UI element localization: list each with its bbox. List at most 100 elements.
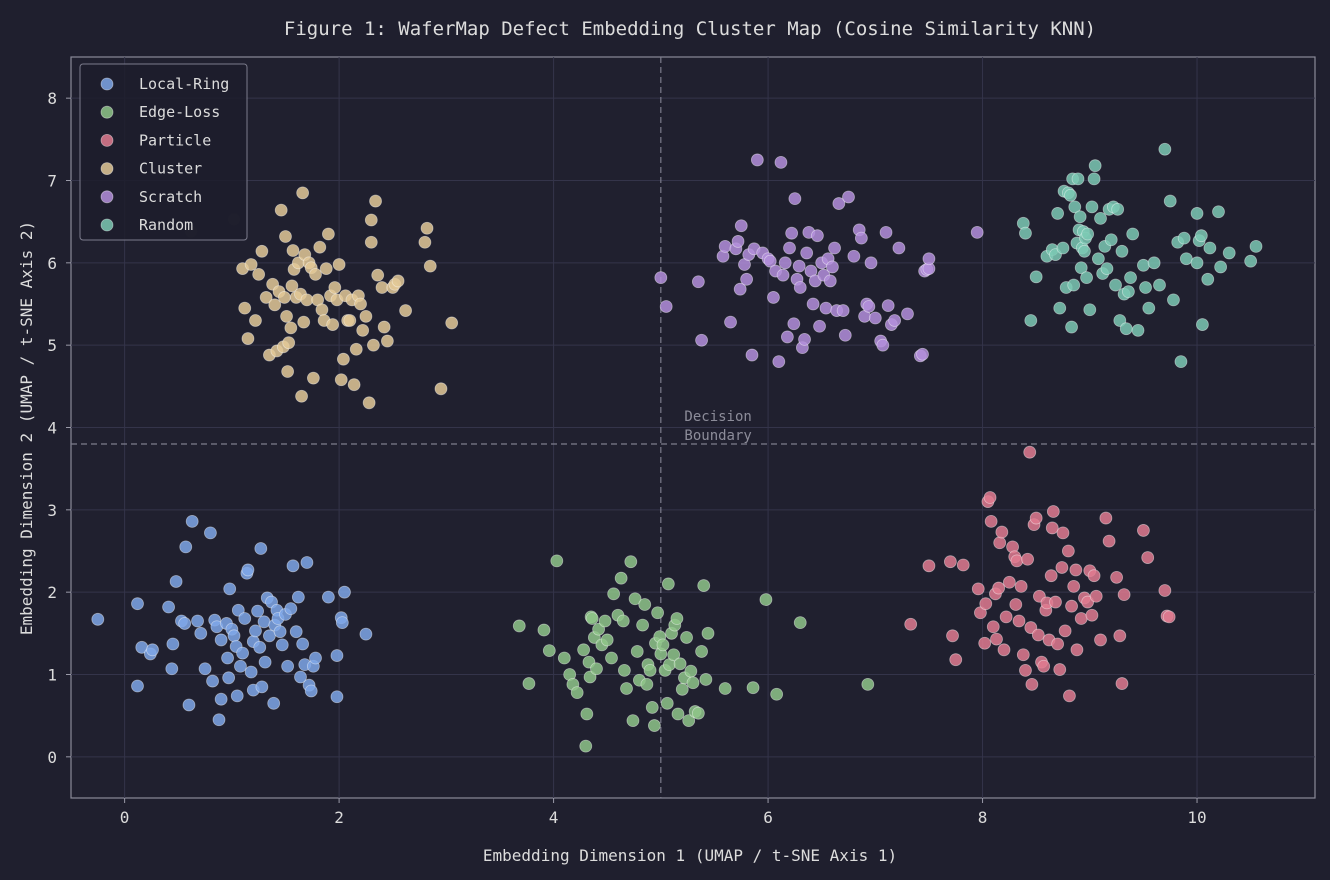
data-point <box>206 674 219 688</box>
data-point <box>300 556 314 569</box>
data-point <box>255 244 269 258</box>
data-point <box>198 662 212 676</box>
data-point <box>992 581 1006 595</box>
data-point <box>169 575 183 588</box>
data-point <box>1012 614 1026 628</box>
data-point <box>1073 210 1087 224</box>
data-point <box>617 663 631 677</box>
data-point <box>600 633 614 647</box>
data-point <box>1053 663 1067 676</box>
data-point <box>579 739 593 753</box>
data-point <box>391 274 405 288</box>
data-point <box>1158 142 1172 156</box>
data-point <box>605 651 618 665</box>
data-point <box>434 382 448 396</box>
data-point <box>656 638 670 652</box>
data-point <box>255 680 269 694</box>
data-point <box>1203 241 1217 255</box>
data-point <box>1088 159 1102 173</box>
data-point <box>1002 575 1016 589</box>
data-point <box>1137 258 1150 272</box>
data-point <box>1056 241 1070 255</box>
data-point <box>241 563 255 577</box>
data-point <box>178 617 192 630</box>
data-point <box>1071 172 1085 186</box>
decision-boundary: Decision Boundary <box>71 57 1315 798</box>
data-point <box>231 603 245 617</box>
data-point <box>420 221 434 235</box>
data-point <box>1142 301 1156 315</box>
data-point <box>759 593 773 606</box>
data-point <box>682 714 696 728</box>
legend-marker <box>100 190 114 204</box>
data-point <box>628 592 642 606</box>
data-point <box>1174 355 1188 369</box>
data-point <box>734 219 748 233</box>
data-point <box>984 514 998 528</box>
data-point <box>798 333 811 346</box>
data-point <box>1109 278 1122 292</box>
data-point <box>979 597 993 611</box>
data-point <box>182 698 196 712</box>
data-point <box>986 620 1000 634</box>
data-point <box>1009 598 1023 611</box>
data-point <box>691 275 705 289</box>
data-point <box>214 692 228 706</box>
data-point <box>1115 244 1129 258</box>
data-point <box>296 186 310 200</box>
data-point <box>585 612 599 625</box>
boundary-label-line1: Decision <box>684 409 751 425</box>
data-point <box>380 334 394 348</box>
data-point <box>1122 285 1135 299</box>
data-point <box>285 279 299 293</box>
legend-label: Scratch <box>139 188 202 206</box>
data-point <box>91 612 105 626</box>
series-particle <box>904 445 1176 703</box>
data-point <box>1053 301 1067 315</box>
data-point <box>234 659 247 673</box>
data-point <box>258 655 272 669</box>
data-point <box>251 604 265 618</box>
data-point <box>306 371 320 385</box>
data-point <box>892 241 906 255</box>
legend-label: Edge-Loss <box>139 103 220 121</box>
data-point <box>254 542 268 555</box>
data-point <box>284 321 298 335</box>
grid <box>71 57 1315 798</box>
data-point <box>995 525 1009 539</box>
data-point <box>418 235 432 249</box>
data-point <box>335 616 349 630</box>
legend-marker <box>100 105 114 119</box>
data-point <box>375 281 389 294</box>
data-point <box>792 259 806 273</box>
data-point <box>590 662 603 676</box>
data-point <box>1083 303 1097 317</box>
data-point <box>179 540 193 554</box>
data-point <box>313 240 327 254</box>
data-point <box>785 226 799 240</box>
legend-marker <box>100 162 114 176</box>
data-point <box>1115 677 1129 690</box>
data-point <box>943 555 957 569</box>
data-point <box>1085 608 1099 622</box>
data-point <box>268 298 282 312</box>
data-point <box>854 231 868 245</box>
data-point <box>990 632 1003 646</box>
data-point <box>1126 227 1140 241</box>
data-point <box>731 235 745 248</box>
data-point <box>971 582 985 596</box>
data-point <box>922 252 936 266</box>
data-point <box>675 682 689 696</box>
data-point <box>881 299 895 313</box>
data-point <box>356 323 370 337</box>
data-point <box>249 624 262 638</box>
x-tick-label: 10 <box>1187 808 1206 827</box>
data-point <box>636 618 649 632</box>
data-point <box>279 230 292 243</box>
data-point <box>1087 569 1101 583</box>
data-point <box>359 627 373 641</box>
data-point <box>1024 621 1038 634</box>
data-point <box>1214 260 1228 274</box>
data-point <box>1137 524 1150 537</box>
data-point <box>1131 323 1145 337</box>
